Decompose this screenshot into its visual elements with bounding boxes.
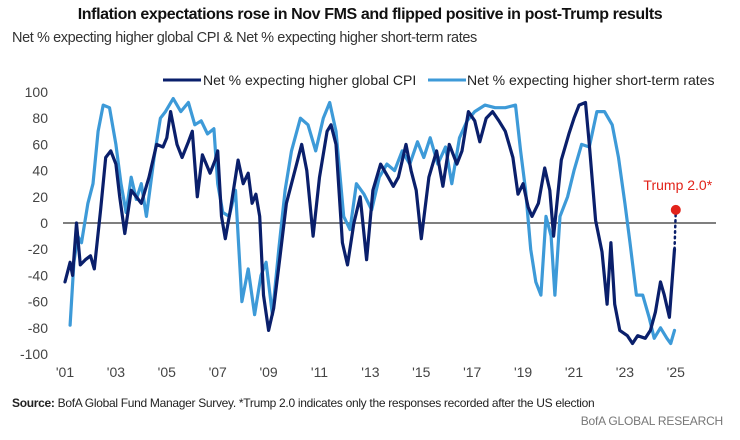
y-tick-label: -60	[28, 294, 48, 310]
y-tick-label: 0	[40, 215, 48, 231]
y-tick-label: -100	[20, 346, 48, 362]
legend-label-global-cpi: Net % expecting higher global CPI	[203, 72, 416, 88]
y-tick-label: -40	[28, 267, 48, 283]
y-tick-label: 20	[32, 189, 48, 205]
trump-2-label: Trump 2.0*	[643, 177, 712, 193]
x-tick-label: '01	[56, 364, 74, 380]
x-tick-label: '21	[565, 364, 583, 380]
y-tick-label: 80	[32, 110, 48, 126]
legend: Net % expecting higher global CPI Net % e…	[163, 72, 714, 88]
series-line-global-cpi	[63, 100, 677, 346]
trump-connector-dotted-line	[673, 208, 678, 251]
y-tick-label: 40	[32, 163, 48, 179]
series-line-short-term-rates	[68, 96, 677, 346]
y-tick-label: -20	[28, 241, 48, 257]
trump-2-marker	[670, 204, 681, 215]
y-axis: 100 80 60 40 20 0 -20 -40 -60 -80 -100	[20, 84, 48, 362]
y-tick-label: 60	[32, 136, 48, 152]
x-tick-label: '11	[311, 364, 328, 380]
x-tick-label: '07	[209, 364, 227, 380]
x-tick-label: '17	[463, 364, 481, 380]
chart-subtitle: Net % expecting higher global CPI & Net …	[12, 30, 477, 46]
x-tick-label: '25	[667, 364, 685, 380]
source-label: Source:	[12, 396, 55, 410]
series-group	[63, 96, 677, 346]
x-tick-label: '19	[514, 364, 532, 380]
source-text: BofA Global Fund Manager Survey. *Trump …	[54, 396, 595, 410]
x-tick-label: '05	[158, 364, 176, 380]
y-tick-label: 100	[25, 84, 49, 100]
x-axis: '01 '03 '05 '07 '09 '11 '13 '15 '17 '19 '21 '23 '25	[56, 364, 685, 380]
annotations: Trump 2.0*	[643, 177, 713, 251]
source-note: Source: BofA Global Fund Manager Survey.…	[12, 396, 595, 410]
line-chart: Net % expecting higher global CPI Net % e…	[20, 72, 716, 380]
x-tick-label: '09	[259, 364, 277, 380]
x-tick-label: '03	[107, 364, 125, 380]
chart-title: Inflation expectations rose in Nov FMS a…	[77, 6, 663, 23]
legend-label-short-term-rates: Net % expecting higher short-term rates	[467, 72, 714, 88]
brand-label: BofA GLOBAL RESEARCH	[580, 414, 723, 428]
x-tick-label: '15	[412, 364, 430, 380]
x-tick-label: '13	[361, 364, 379, 380]
y-tick-label: -80	[28, 320, 48, 336]
x-tick-label: '23	[616, 364, 634, 380]
